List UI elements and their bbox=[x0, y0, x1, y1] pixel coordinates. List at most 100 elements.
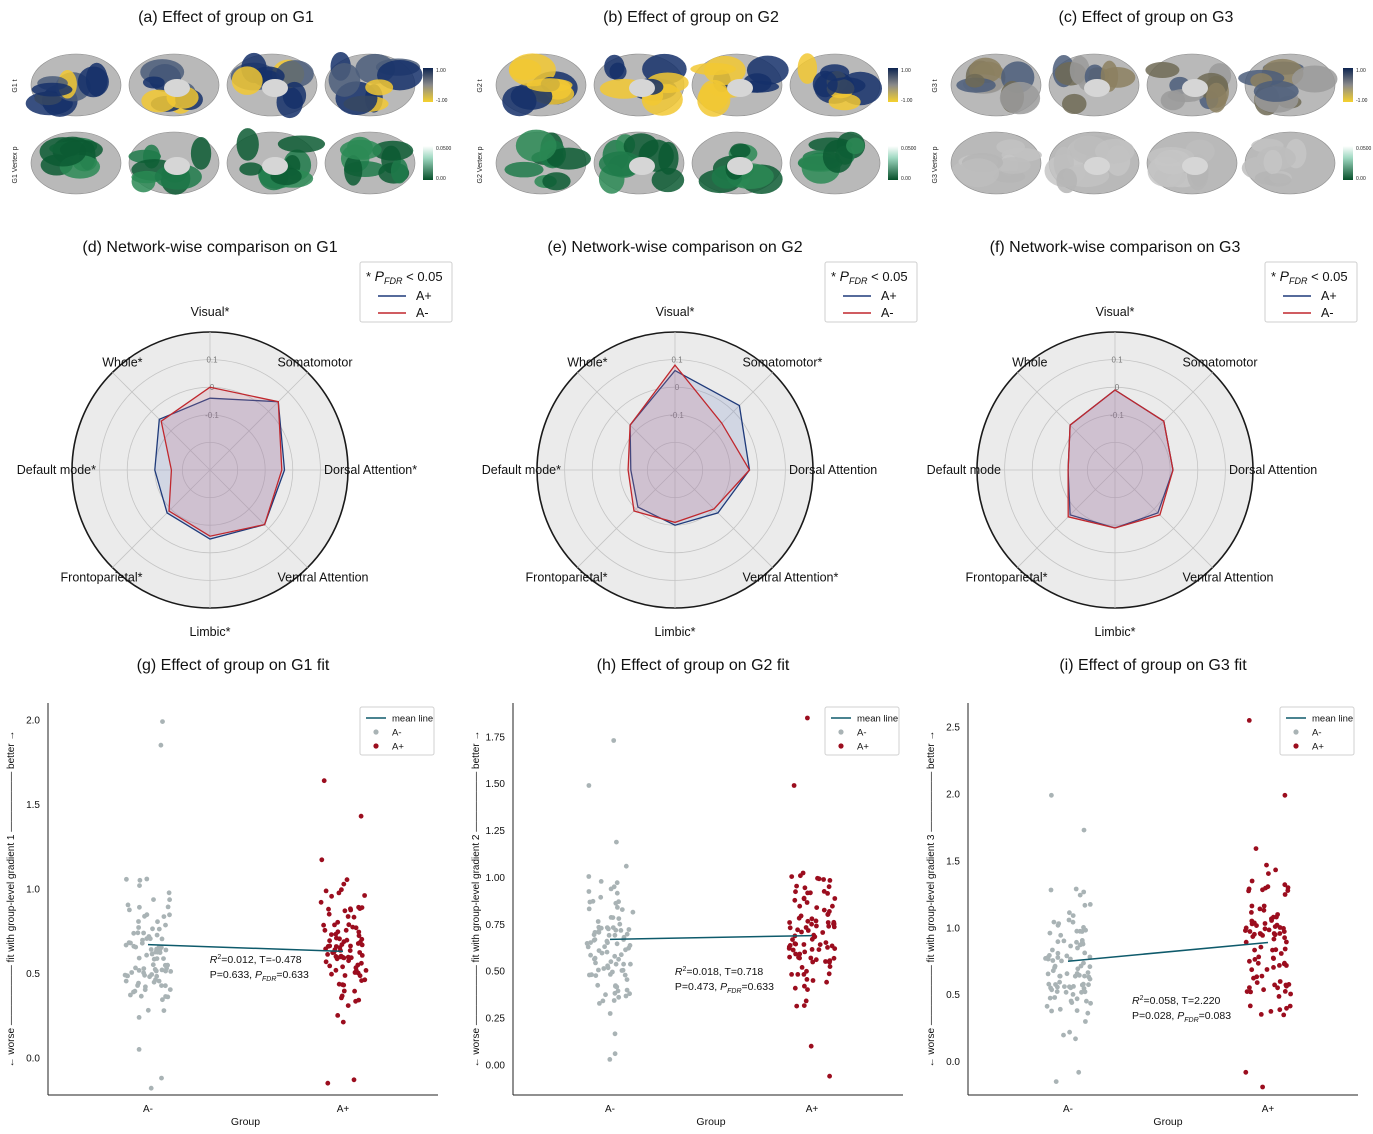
brain-maps-layer: (a) Effect of group on G1 G1 t G1 Vertex p… bbox=[12, 9, 1372, 195]
stats-sub: FDR bbox=[262, 976, 276, 983]
legend-box bbox=[1279, 706, 1355, 756]
legend-label: A- bbox=[416, 306, 429, 320]
data-point-A- bbox=[588, 952, 593, 958]
data-point-A- bbox=[153, 968, 159, 974]
panel-title-a: (a) Effect of group on G1 bbox=[138, 9, 314, 26]
brain-patch bbox=[965, 73, 985, 88]
data-point-A- bbox=[1045, 971, 1051, 977]
brain-patch bbox=[828, 93, 861, 111]
radar-series-A- bbox=[160, 386, 283, 537]
data-point-A- bbox=[1067, 984, 1072, 990]
data-point-A- bbox=[602, 944, 607, 950]
data-point-A+ bbox=[801, 895, 807, 901]
data-point-A- bbox=[123, 942, 129, 948]
data-point-A- bbox=[626, 927, 632, 932]
data-point-A- bbox=[141, 930, 147, 936]
data-point-A- bbox=[150, 962, 156, 968]
data-point-A- bbox=[153, 977, 158, 983]
data-point-A+ bbox=[1261, 903, 1267, 909]
data-point-A+ bbox=[1256, 954, 1262, 960]
data-point-A+ bbox=[1272, 982, 1277, 988]
data-point-A+ bbox=[359, 960, 364, 966]
data-point-A+ bbox=[342, 908, 348, 914]
mean-line bbox=[147, 943, 344, 953]
radar-r-tick: 0.1 bbox=[206, 356, 218, 365]
radar-legend: * PFDR < 0.05 A+ A- bbox=[1264, 261, 1358, 323]
medial-wall bbox=[262, 79, 288, 97]
data-point-A+ bbox=[1282, 935, 1287, 941]
data-point-A- bbox=[619, 907, 625, 912]
brain-patch bbox=[131, 170, 162, 184]
data-point-A- bbox=[599, 950, 605, 956]
data-point-A- bbox=[613, 900, 619, 906]
data-point-A+ bbox=[356, 929, 362, 935]
legend-title-prefix: * bbox=[831, 269, 840, 284]
data-point-A- bbox=[586, 889, 592, 894]
brain-patch bbox=[542, 172, 571, 191]
data-point-A- bbox=[129, 970, 135, 975]
medial-wall bbox=[727, 79, 753, 97]
data-point-A+ bbox=[1281, 926, 1286, 931]
scatter-legend: mean line A- A+ bbox=[359, 706, 435, 756]
data-point-A+ bbox=[1243, 928, 1248, 933]
data-point-A+ bbox=[1285, 888, 1291, 893]
data-point-A+ bbox=[805, 918, 811, 924]
x-tick-label: A- bbox=[605, 1104, 615, 1115]
brain-patch bbox=[142, 76, 165, 89]
data-point-A- bbox=[1087, 964, 1093, 970]
y-tick-label: 1.25 bbox=[486, 826, 506, 837]
data-point-A+ bbox=[323, 959, 329, 965]
data-point-A+ bbox=[1268, 1009, 1274, 1014]
mean-line bbox=[1067, 941, 1269, 962]
stats-line-1-text: =0.058, T=2.220 bbox=[1144, 995, 1221, 1007]
points-A+ bbox=[318, 778, 369, 1086]
brain-hemisphere-top-2 bbox=[1145, 53, 1238, 117]
data-point-A+ bbox=[797, 903, 803, 909]
chart-title: (d) Network-wise comparison on G1 bbox=[82, 239, 337, 256]
legend-swatch-A- bbox=[373, 729, 379, 735]
data-point-A- bbox=[605, 963, 610, 969]
data-point-A- bbox=[122, 972, 128, 978]
data-point-A- bbox=[603, 992, 608, 998]
data-point-A- bbox=[1047, 930, 1053, 936]
radar-axis-label: Somatomotor bbox=[277, 356, 352, 370]
data-point-A- bbox=[1085, 970, 1091, 975]
data-point-A- bbox=[1057, 973, 1063, 979]
data-point-A+ bbox=[1252, 931, 1257, 937]
scatter-legend: mean line A- A+ bbox=[824, 706, 900, 756]
data-point-A- bbox=[592, 937, 598, 942]
data-point-A- bbox=[167, 987, 173, 992]
legend-label: A+ bbox=[857, 742, 869, 753]
data-point-A+ bbox=[1271, 965, 1276, 970]
data-point-A- bbox=[627, 991, 632, 997]
data-point-A+ bbox=[809, 921, 814, 927]
data-point-A+ bbox=[800, 870, 806, 876]
data-point-A- bbox=[606, 926, 611, 932]
data-point-A+ bbox=[1249, 903, 1255, 909]
data-point-A+ bbox=[1247, 985, 1252, 990]
scatter-chart-2: (i) Effect of group on G3 fit 0.0 0.5 1.0 1.… bbox=[926, 657, 1358, 1128]
brain-patch bbox=[996, 157, 1031, 174]
data-point-A+ bbox=[340, 1019, 346, 1025]
brain-hemisphere-top-3 bbox=[1238, 53, 1338, 117]
data-point-A+ bbox=[804, 900, 810, 905]
brain-patch bbox=[39, 137, 87, 167]
data-point-A- bbox=[600, 998, 606, 1004]
x-axis-label: Group bbox=[1153, 1116, 1182, 1128]
data-point-A+ bbox=[1272, 924, 1278, 929]
legend-box bbox=[359, 261, 453, 323]
y-tick-label: 2.0 bbox=[26, 715, 40, 726]
data-point-A- bbox=[1066, 917, 1072, 923]
y-tick-label: 1.0 bbox=[26, 884, 40, 895]
data-point-A- bbox=[133, 965, 138, 971]
data-point-A+ bbox=[325, 952, 330, 957]
data-point-A- bbox=[160, 719, 165, 724]
data-point-A- bbox=[166, 890, 172, 896]
row-label-top-b: G2 t bbox=[477, 79, 484, 92]
data-point-A- bbox=[1077, 892, 1083, 898]
radar-axis-label: Ventral Attention bbox=[1182, 570, 1273, 584]
radar-axis-label: Dorsal Attention* bbox=[324, 463, 417, 477]
brain-patch bbox=[658, 141, 679, 175]
data-point-A+ bbox=[336, 890, 342, 896]
radar-axis-label: Visual* bbox=[1096, 305, 1135, 319]
